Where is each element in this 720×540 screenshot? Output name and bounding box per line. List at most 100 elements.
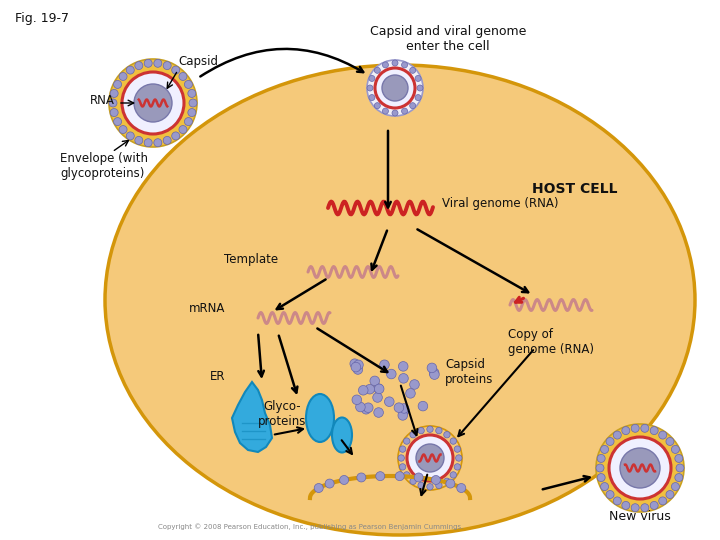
Circle shape (427, 363, 437, 373)
Circle shape (392, 60, 398, 66)
Circle shape (672, 446, 680, 454)
Circle shape (325, 479, 334, 488)
Circle shape (456, 455, 462, 461)
Text: New virus: New virus (609, 510, 671, 523)
Circle shape (600, 446, 608, 454)
Circle shape (144, 59, 152, 68)
Circle shape (446, 479, 455, 488)
Text: Capsid and viral genome
enter the cell: Capsid and viral genome enter the cell (370, 25, 526, 53)
Circle shape (374, 103, 380, 109)
Circle shape (189, 99, 197, 107)
Circle shape (641, 504, 649, 512)
Polygon shape (232, 382, 272, 452)
Circle shape (398, 455, 405, 461)
Circle shape (367, 85, 373, 91)
Circle shape (122, 72, 184, 134)
Circle shape (414, 473, 423, 482)
Text: Copyright © 2008 Pearson Education, Inc., publishing as Pearson Benjamin Cumming: Copyright © 2008 Pearson Education, Inc.… (158, 523, 464, 530)
Circle shape (613, 431, 621, 439)
Circle shape (427, 426, 433, 433)
Circle shape (410, 478, 416, 484)
Circle shape (109, 59, 197, 147)
Circle shape (403, 472, 410, 478)
Circle shape (376, 471, 384, 481)
Circle shape (606, 437, 614, 446)
Circle shape (609, 437, 671, 499)
Circle shape (398, 362, 408, 371)
Circle shape (596, 424, 684, 512)
Circle shape (119, 72, 127, 80)
Circle shape (400, 446, 406, 453)
Circle shape (374, 68, 380, 73)
Circle shape (666, 490, 674, 498)
Circle shape (379, 360, 390, 369)
Circle shape (631, 504, 639, 512)
Text: RNA: RNA (90, 93, 115, 106)
Circle shape (436, 482, 442, 489)
Circle shape (395, 471, 404, 481)
Circle shape (631, 424, 639, 433)
Text: ER: ER (210, 369, 225, 382)
Circle shape (597, 474, 606, 482)
Circle shape (676, 464, 684, 472)
Circle shape (340, 476, 348, 484)
Circle shape (641, 424, 649, 433)
Text: Envelope (with
glycoproteins): Envelope (with glycoproteins) (60, 152, 148, 180)
Circle shape (374, 408, 383, 417)
Circle shape (119, 125, 127, 133)
Circle shape (400, 406, 409, 415)
Circle shape (154, 139, 162, 147)
Circle shape (427, 484, 433, 490)
Circle shape (400, 464, 406, 470)
Circle shape (418, 427, 424, 434)
Text: Viral genome (RNA): Viral genome (RNA) (442, 198, 559, 211)
Circle shape (430, 370, 439, 380)
Circle shape (163, 137, 171, 144)
Circle shape (672, 483, 680, 490)
Text: HOST CELL: HOST CELL (532, 182, 618, 196)
Circle shape (384, 397, 394, 407)
Text: Copy of
genome (RNA): Copy of genome (RNA) (508, 328, 594, 356)
Circle shape (179, 125, 187, 133)
Circle shape (110, 109, 118, 117)
Circle shape (114, 80, 122, 89)
Circle shape (179, 72, 187, 80)
Text: mRNA: mRNA (189, 301, 225, 314)
Circle shape (650, 502, 658, 509)
Circle shape (361, 404, 371, 414)
Circle shape (650, 427, 658, 435)
Ellipse shape (105, 65, 695, 535)
Circle shape (402, 108, 408, 114)
Circle shape (163, 62, 171, 70)
Circle shape (399, 404, 409, 413)
Circle shape (356, 402, 365, 412)
Circle shape (456, 483, 466, 492)
Circle shape (134, 84, 172, 122)
Circle shape (597, 455, 606, 462)
Circle shape (109, 99, 117, 107)
Circle shape (613, 497, 621, 505)
Circle shape (394, 403, 404, 413)
Circle shape (666, 437, 674, 446)
Circle shape (188, 90, 196, 97)
Text: Fig. 19-7: Fig. 19-7 (15, 12, 69, 25)
Circle shape (417, 85, 423, 91)
Circle shape (357, 473, 366, 482)
Circle shape (450, 438, 456, 444)
Circle shape (367, 60, 423, 116)
Circle shape (454, 446, 461, 453)
Ellipse shape (306, 394, 334, 442)
Circle shape (415, 76, 421, 82)
Circle shape (375, 68, 415, 108)
Circle shape (429, 368, 439, 377)
Circle shape (398, 426, 462, 490)
Circle shape (373, 393, 382, 402)
Circle shape (135, 137, 143, 144)
Circle shape (410, 68, 415, 73)
Circle shape (365, 384, 374, 394)
Circle shape (415, 94, 421, 100)
Ellipse shape (332, 417, 352, 453)
Circle shape (364, 403, 373, 413)
Circle shape (444, 478, 450, 484)
Circle shape (359, 386, 368, 395)
